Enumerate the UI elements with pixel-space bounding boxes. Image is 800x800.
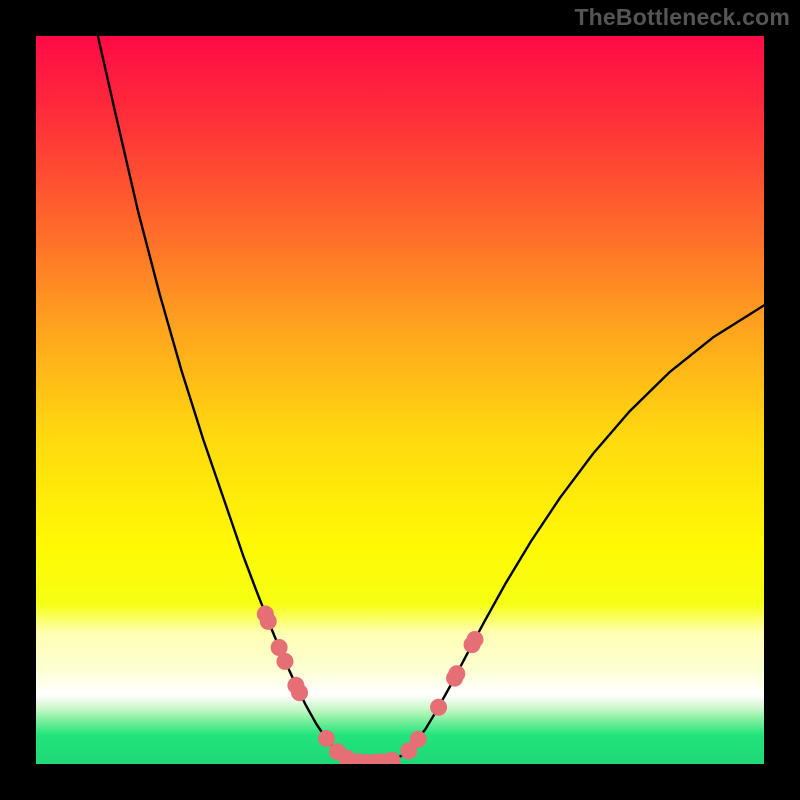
data-marker [449,666,465,682]
chart-canvas [0,0,800,800]
data-marker [277,653,293,669]
watermark-text: TheBottleneck.com [574,4,790,31]
data-marker [410,731,426,747]
data-marker [431,699,447,715]
data-marker [318,731,334,747]
data-marker [292,685,308,701]
data-marker [467,632,483,648]
plot-background [36,36,764,764]
figure-root: TheBottleneck.com [0,0,800,800]
data-marker [260,613,276,629]
